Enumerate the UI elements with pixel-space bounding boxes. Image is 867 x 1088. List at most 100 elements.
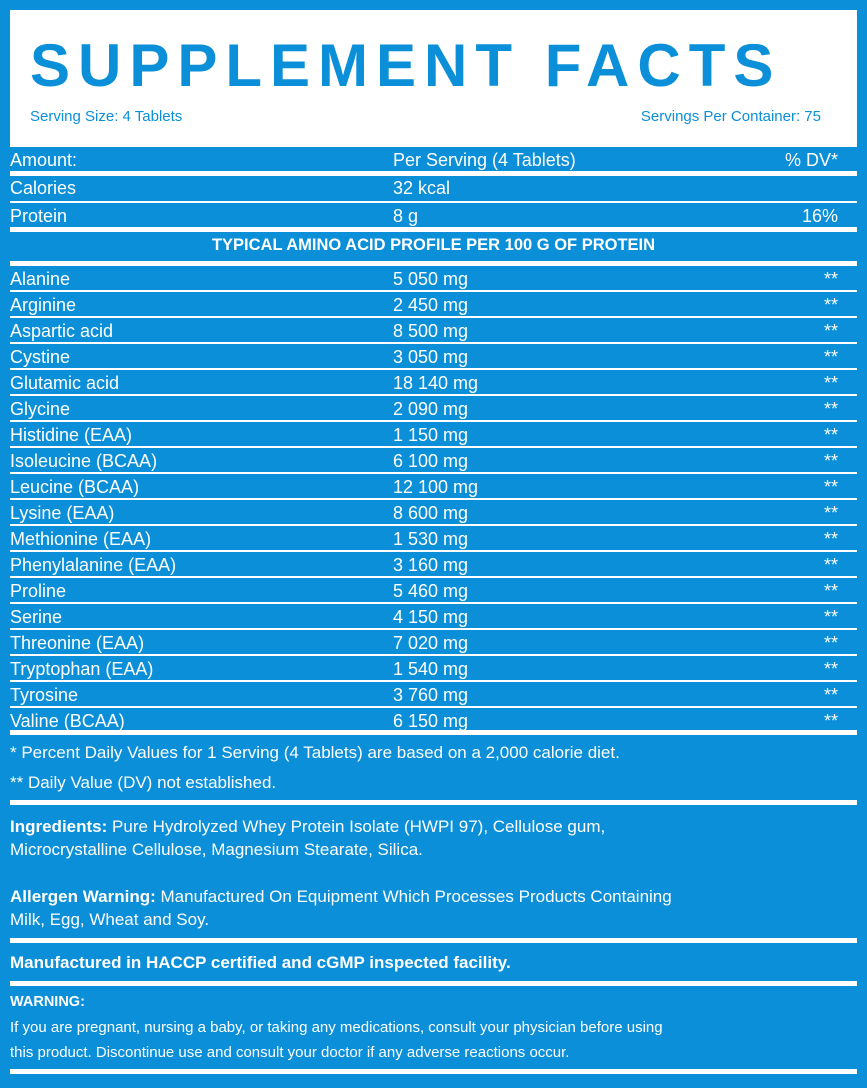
amino-acid-row: Lysine (EAA) 8 600 mg **: [10, 501, 838, 525]
nutrient-dv: 16%: [801, 206, 838, 226]
amino-acid-dv: **: [823, 477, 838, 497]
divider: [10, 938, 857, 943]
facility-statement: Manufactured in HACCP certified and cGMP…: [10, 953, 511, 972]
amino-acid-row: Aspartic acid 8 500 mg **: [10, 319, 838, 343]
amino-acid-amount: 8 500 mg: [393, 321, 469, 341]
amino-acid-dv: **: [823, 685, 838, 705]
amino-acid-dv: **: [823, 425, 838, 445]
warning-text: this product. Discontinue use and consul…: [10, 1044, 570, 1061]
amino-acid-name: Serine: [10, 607, 63, 627]
divider: [10, 201, 857, 203]
amino-acid-row: Alanine 5 050 mg **: [10, 267, 838, 291]
amino-acid-dv: **: [823, 529, 838, 549]
amino-acid-row: Isoleucine (BCAA) 6 100 mg **: [10, 449, 838, 473]
amino-acid-row: Tryptophan (EAA) 1 540 mg **: [10, 657, 838, 681]
amino-acid-name: Valine (BCAA): [10, 711, 125, 731]
nutrient-amount: 8 g: [393, 206, 419, 226]
amino-acid-amount: 2 450 mg: [393, 295, 469, 315]
amino-acid-amount: 3 050 mg: [393, 347, 469, 367]
ingredients-label: Ingredients:: [10, 817, 108, 836]
amino-acid-row: Tyrosine 3 760 mg **: [10, 683, 838, 707]
amino-acid-amount: 1 150 mg: [393, 425, 469, 445]
amino-acid-amount: 5 050 mg: [393, 269, 469, 289]
amino-acid-name: Threonine (EAA): [10, 633, 145, 653]
amino-acid-dv: **: [823, 581, 838, 601]
amino-acid-dv: **: [823, 321, 838, 341]
amino-acid-row: Methionine (EAA) 1 530 mg **: [10, 527, 838, 551]
amino-acid-name: Proline: [10, 581, 67, 601]
amino-acid-row: Histidine (EAA) 1 150 mg **: [10, 423, 838, 447]
amino-acid-dv: **: [823, 269, 838, 289]
amino-acid-dv: **: [823, 451, 838, 471]
divider: [10, 498, 857, 500]
header-dv: % DV*: [784, 150, 838, 170]
amino-acid-name: Leucine (BCAA): [10, 477, 140, 497]
amino-acid-dv: **: [823, 295, 838, 315]
amino-acid-name: Alanine: [10, 269, 71, 289]
divider: [10, 316, 857, 318]
amino-acid-amount: 2 090 mg: [393, 399, 469, 419]
divider: [10, 342, 857, 344]
divider: [10, 524, 857, 526]
nutrient-name: Protein: [10, 206, 68, 226]
amino-acid-dv: **: [823, 711, 838, 731]
amino-acid-name: Isoleucine (BCAA): [10, 451, 158, 471]
allergen-warning: Allergen Warning: Manufactured On Equipm…: [10, 887, 672, 907]
nutrient-amount: 32 kcal: [393, 178, 451, 198]
page-title: SUPPLEMENT FACTS: [30, 32, 782, 99]
ingredients-text: Microcrystalline Cellulose, Magnesium St…: [10, 840, 423, 859]
amino-acid-amount: 1 540 mg: [393, 659, 469, 679]
amino-acid-row: Leucine (BCAA) 12 100 mg **: [10, 475, 838, 499]
divider: [10, 981, 857, 986]
amino-acid-name: Arginine: [10, 295, 77, 315]
header-amount: Amount:: [10, 150, 78, 170]
ingredients: Ingredients: Pure Hydrolyzed Whey Protei…: [10, 817, 605, 837]
divider: [10, 394, 857, 396]
title-box: SUPPLEMENT FACTS Serving Size: 4 Tablets…: [10, 10, 857, 147]
ingredients-text: Pure Hydrolyzed Whey Protein Isolate (HW…: [107, 817, 606, 836]
serving-size: Serving Size: 4 Tablets: [30, 108, 183, 125]
amino-acid-dv: **: [823, 347, 838, 367]
amino-acid-row: Cystine 3 050 mg **: [10, 345, 838, 369]
divider: [10, 446, 857, 448]
divider: [10, 1069, 857, 1074]
nutrient-name: Calories: [10, 178, 77, 198]
servings-per-container: Servings Per Container: 75: [640, 108, 821, 125]
amino-acid-amount: 1 530 mg: [393, 529, 469, 549]
amino-profile-title: TYPICAL AMINO ACID PROFILE PER 100 G OF …: [211, 236, 656, 254]
divider: [10, 171, 857, 176]
divider: [10, 472, 857, 474]
amino-acid-name: Aspartic acid: [10, 321, 114, 341]
header-per-serving: Per Serving (4 Tablets): [393, 150, 576, 170]
amino-acid-dv: **: [823, 399, 838, 419]
amino-acid-row: Glutamic acid 18 140 mg **: [10, 371, 838, 395]
amino-acid-name: Phenylalanine (EAA): [10, 555, 177, 575]
amino-acid-dv: **: [823, 633, 838, 653]
amino-acid-name: Histidine (EAA): [10, 425, 133, 445]
divider: [10, 706, 857, 708]
divider: [10, 420, 857, 422]
amino-acid-amount: 5 460 mg: [393, 581, 469, 601]
amino-acid-dv: **: [823, 555, 838, 575]
amino-acid-name: Glutamic acid: [10, 373, 120, 393]
divider: [10, 628, 857, 630]
amino-acid-dv: **: [823, 659, 838, 679]
amino-acid-amount: 8 600 mg: [393, 503, 469, 523]
amino-acid-row: Threonine (EAA) 7 020 mg **: [10, 631, 838, 655]
footnote-dv: * Percent Daily Values for 1 Serving (4 …: [10, 743, 620, 762]
divider: [10, 680, 857, 682]
amino-acid-name: Lysine (EAA): [10, 503, 115, 523]
amino-acid-amount: 7 020 mg: [393, 633, 469, 653]
divider: [10, 800, 857, 805]
amino-acid-name: Tyrosine: [10, 685, 79, 705]
divider: [10, 550, 857, 552]
amino-acid-name: Methionine (EAA): [10, 529, 152, 549]
divider: [10, 290, 857, 292]
footnote-not-established: ** Daily Value (DV) not established.: [10, 773, 277, 792]
amino-acid-row: Arginine 2 450 mg **: [10, 293, 838, 317]
allergen-text: Manufactured On Equipment Which Processe…: [160, 887, 672, 906]
divider: [10, 730, 857, 735]
header-row: Amount: Per Serving (4 Tablets) % DV*: [10, 148, 838, 172]
warning-label: WARNING:: [10, 994, 85, 1010]
amino-acid-name: Glycine: [10, 399, 71, 419]
